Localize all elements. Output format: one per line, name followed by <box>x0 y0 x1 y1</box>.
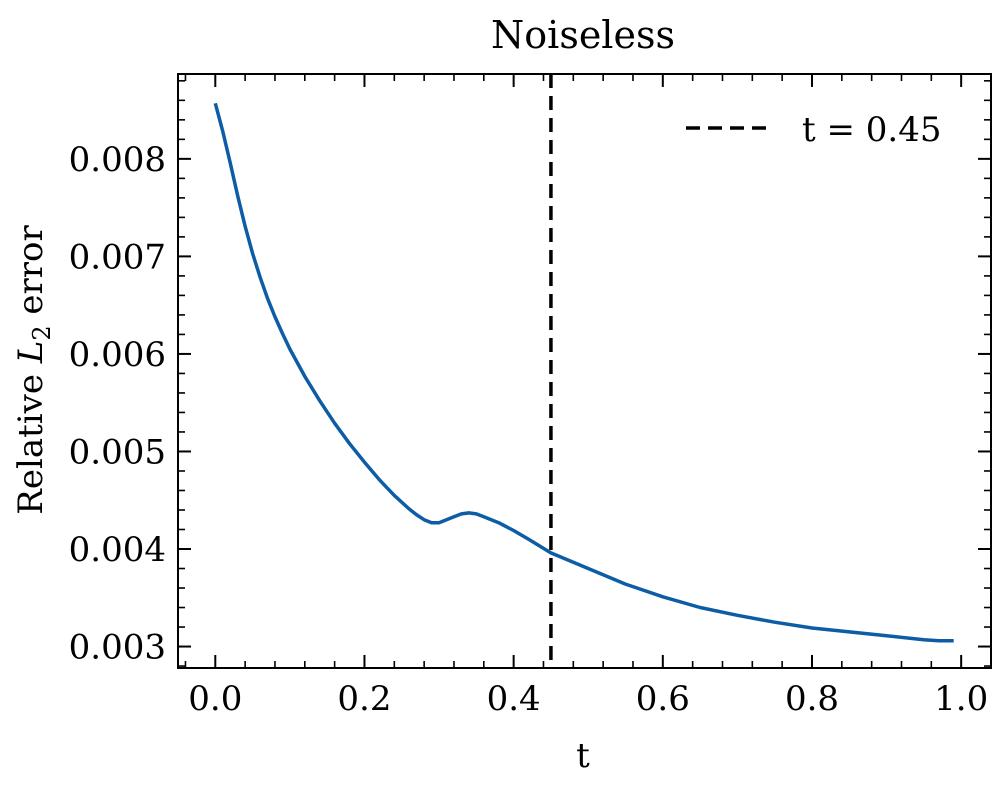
y-tick-label: 0.006 <box>69 335 166 375</box>
y-tick-label: 0.007 <box>69 237 166 277</box>
axes: 0.0 0.2 0.4 0.6 0.8 1.0 0.003 0.004 0.005 0.006 0.… <box>69 73 992 719</box>
y-tick-label: 0.004 <box>69 530 166 570</box>
chart-title: Noiseless <box>491 13 675 57</box>
y-axis-title: Relative L2 error <box>11 224 56 514</box>
legend-label: t = 0.45 <box>802 110 941 150</box>
x-axis-title: t <box>576 736 590 776</box>
series-line-0 <box>213 102 954 643</box>
x-tick-label: 0.6 <box>636 679 690 719</box>
plot-area <box>213 74 954 668</box>
y-tick-label: 0.003 <box>69 628 166 668</box>
y-axis-title-variable: L <box>11 341 51 365</box>
legend: t = 0.45 <box>686 110 941 150</box>
y-tick-label: 0.008 <box>69 140 166 180</box>
plot-frame <box>177 73 992 669</box>
y-tick-label: 0.005 <box>69 432 166 472</box>
x-tick-label: 0.0 <box>188 679 242 719</box>
y-axis-title-subscript: 2 <box>28 325 56 340</box>
x-tick-label: 0.8 <box>785 679 839 719</box>
x-tick-label: 1.0 <box>934 679 988 719</box>
x-tick-label: 0.2 <box>337 679 391 719</box>
x-tick-label: 0.4 <box>487 679 541 719</box>
y-axis-title-suffix: error <box>11 224 51 325</box>
y-axis-title-prefix: Relative <box>11 363 51 515</box>
